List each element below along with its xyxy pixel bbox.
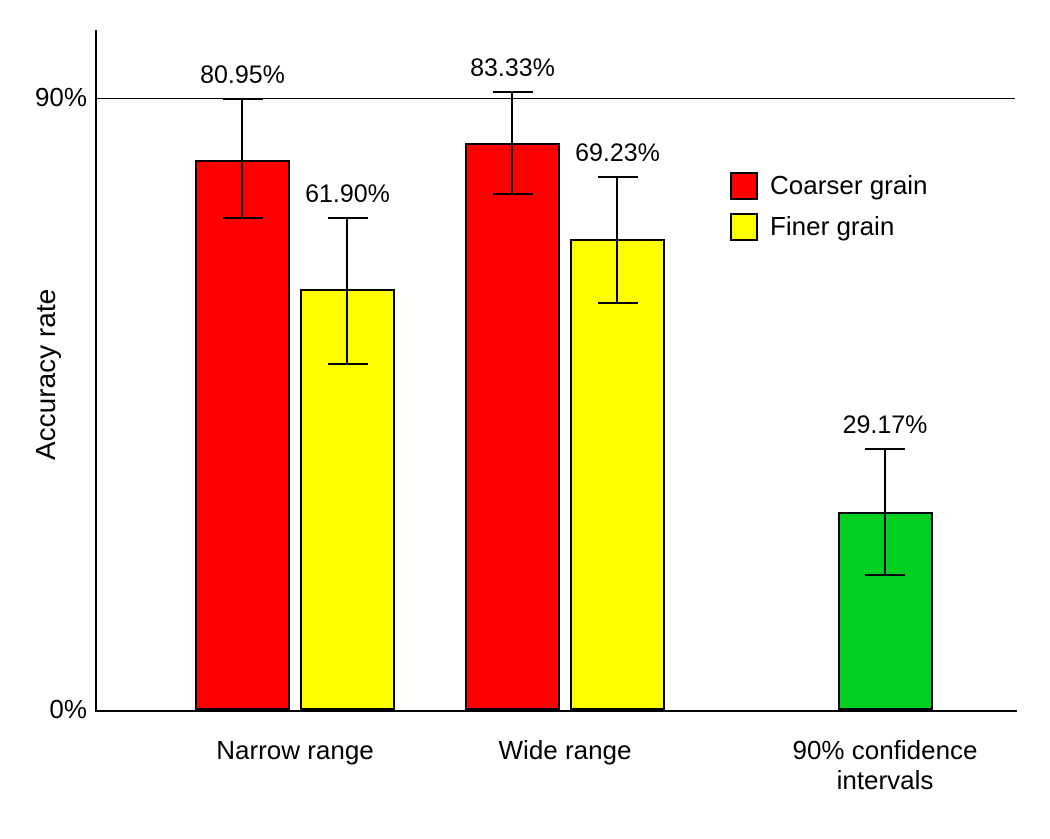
bar-value-label: 80.95% — [183, 61, 303, 90]
accuracy-bar-chart: Accuracy rate Coarser grain Finer grain 0… — [0, 0, 1050, 839]
error-bar-cap-bottom — [328, 363, 368, 365]
legend: Coarser grain Finer grain — [730, 170, 928, 252]
bar-value-label: 83.33% — [453, 54, 573, 83]
legend-swatch — [730, 172, 758, 200]
error-bar-cap-top — [328, 217, 368, 219]
y-tick-label: 0% — [49, 694, 87, 725]
error-bar — [241, 98, 243, 217]
bar-value-label: 61.90% — [288, 180, 408, 209]
legend-label: Finer grain — [770, 211, 894, 242]
x-category-label: Wide range — [450, 735, 680, 766]
bar — [195, 160, 290, 710]
error-bar-cap-bottom — [865, 574, 905, 576]
legend-label: Coarser grain — [770, 170, 928, 201]
x-category-label: Narrow range — [180, 735, 410, 766]
error-bar-cap-top — [865, 448, 905, 450]
error-bar-cap-bottom — [493, 193, 533, 195]
legend-item: Coarser grain — [730, 170, 928, 201]
y-axis-label: Accuracy rate — [30, 289, 62, 460]
error-bar — [511, 91, 513, 193]
x-category-label: intervals — [755, 765, 1015, 796]
error-bar — [884, 448, 886, 574]
bar-value-label: 29.17% — [825, 411, 945, 440]
legend-item: Finer grain — [730, 211, 928, 242]
error-bar — [616, 176, 618, 302]
x-category-label: 90% confidence — [755, 735, 1015, 766]
error-bar-cap-top — [493, 91, 533, 93]
error-bar-cap-bottom — [598, 302, 638, 304]
error-bar — [346, 217, 348, 363]
error-bar-cap-bottom — [223, 217, 263, 219]
bar — [570, 239, 665, 710]
bar — [465, 143, 560, 710]
error-bar-cap-top — [598, 176, 638, 178]
bar-value-label: 69.23% — [558, 139, 678, 168]
legend-swatch — [730, 213, 758, 241]
error-bar-cap-top — [223, 98, 263, 100]
y-tick-label: 90% — [35, 82, 87, 113]
